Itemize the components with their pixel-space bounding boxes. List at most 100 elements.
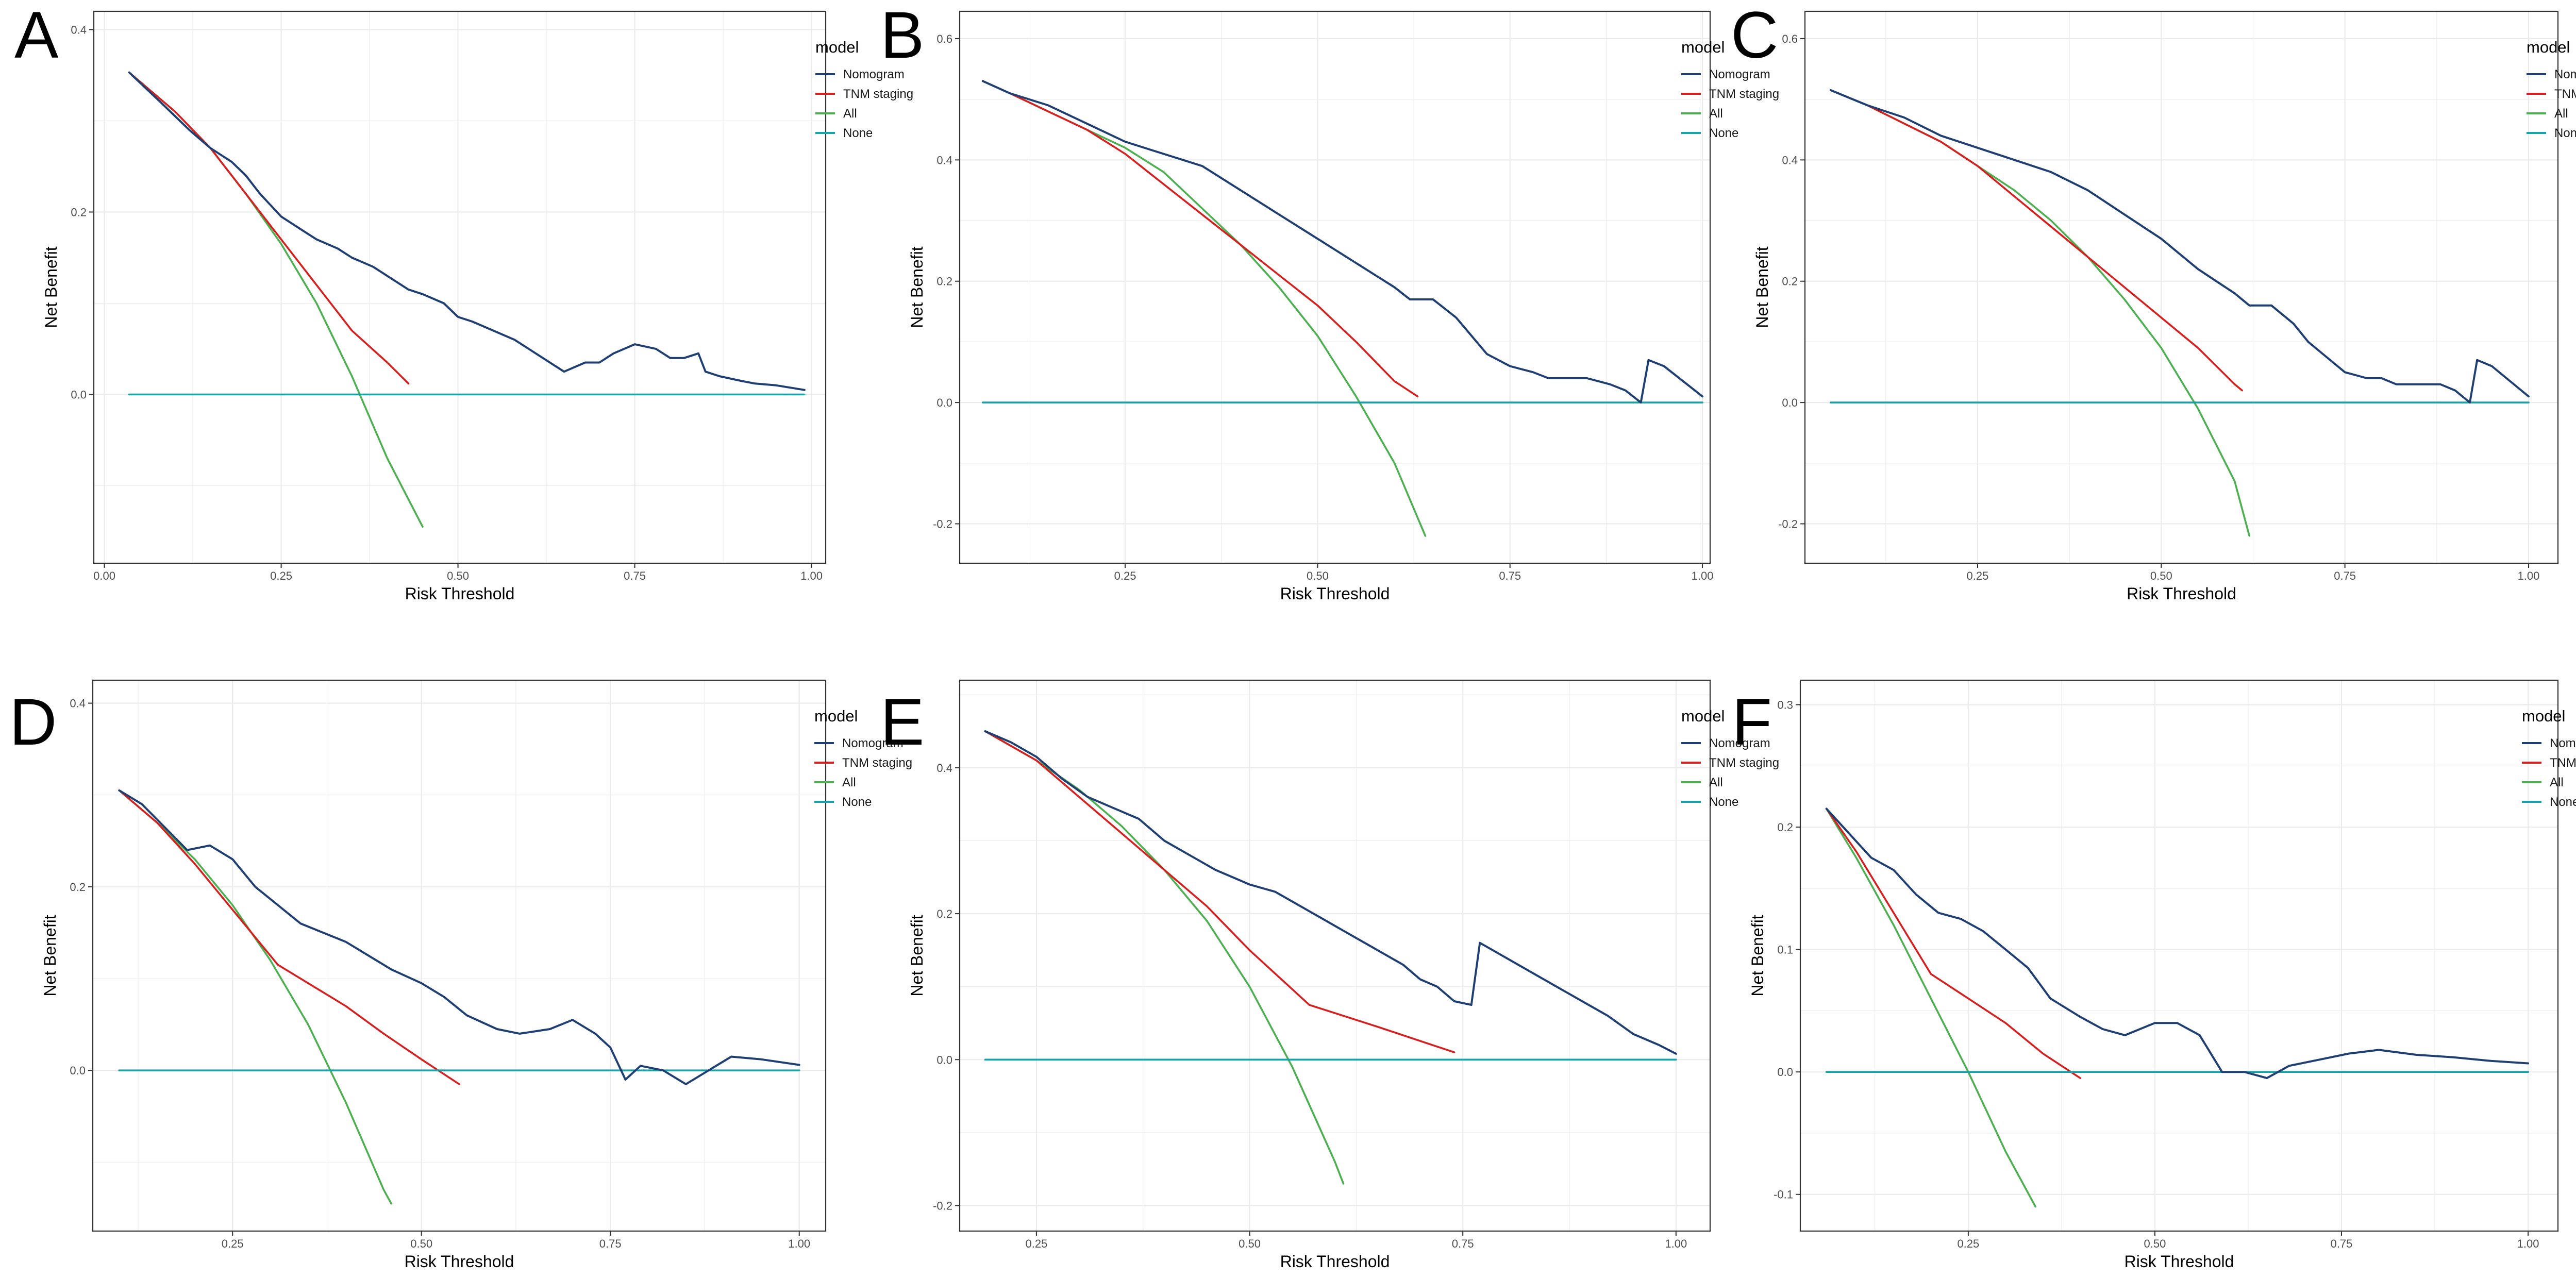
x-axis-title: Risk Threshold: [2125, 1252, 2234, 1271]
series-line-nomogram: [984, 730, 1677, 1055]
x-tick-label: 0.75: [1499, 569, 1521, 582]
legend-label: All: [2554, 107, 2568, 121]
legend-label: TNM staging: [1709, 756, 1779, 770]
legend-label: Nomogram: [843, 68, 905, 81]
legend-label: None: [2550, 795, 2576, 809]
x-tick-label: 0.50: [1307, 569, 1329, 582]
plot-area: [960, 11, 1710, 563]
y-tick-label: -0.2: [933, 1199, 952, 1212]
x-tick-label: 0.00: [93, 569, 115, 582]
x-tick-label: 0.50: [2144, 1237, 2166, 1250]
panel-a: 0.00 0.25 0.50 0.75 1.00 0.0 0.2 0.4 Risk Thresh…: [14, 0, 913, 603]
plot-frame: [959, 679, 1711, 1232]
y-tick-label: 0.2: [1777, 821, 1793, 834]
x-tick-label: 0.75: [599, 1237, 622, 1250]
plot-frame: [92, 679, 827, 1232]
x-tick-label: 0.50: [2150, 569, 2172, 582]
y-tick-label: 0.4: [936, 154, 952, 166]
series-line-all: [118, 789, 392, 1205]
legend-label: None: [1709, 795, 1738, 809]
panel-d: 0.25 0.50 0.75 1.00 0.0 0.2 0.4 Risk Threshold N…: [9, 679, 912, 1271]
legend-label: All: [1709, 776, 1723, 789]
y-tick-label: 0.2: [70, 881, 86, 894]
x-tick-label: 0.25: [1957, 1237, 1979, 1250]
legend-label: None: [1709, 126, 1738, 140]
y-axis-title: Net Benefit: [908, 246, 926, 328]
panel-letter: C: [1731, 0, 1778, 72]
y-tick-label: 0.0: [936, 1053, 952, 1066]
legend-label: Nomogram: [842, 736, 904, 750]
legend: model Nomogram TNM staging All None: [1681, 707, 1779, 809]
plot-area: [93, 680, 826, 1231]
legend: model Nomogram TNM staging All None: [814, 707, 912, 809]
y-tick-label: -0.2: [1778, 518, 1798, 531]
panel-c: 0.25 0.50 0.75 1.00 -0.2 0.0 0.2 0.4 0.6 Risk Thr…: [1731, 0, 2576, 603]
y-tick-label: 0.4: [936, 762, 952, 775]
series-line-nomogram: [118, 789, 800, 1085]
series-line-tnm-staging: [982, 80, 1419, 398]
legend-label: TNM staging: [842, 756, 912, 770]
x-tick-label: 1.00: [800, 569, 823, 582]
x-axis-title: Risk Threshold: [405, 1252, 514, 1271]
legend-label: TNM staging: [2550, 756, 2576, 770]
y-tick-label: 0.0: [1782, 396, 1798, 409]
legend: model Nomogram TNM staging All None: [815, 38, 913, 140]
y-tick-label: 0.3: [1777, 699, 1793, 712]
legend-label: TNM staging: [2554, 87, 2576, 101]
series-line-nomogram: [128, 71, 806, 391]
x-tick-label: 0.50: [1239, 1237, 1261, 1250]
plot-frame: [93, 10, 827, 564]
gridlines: [93, 680, 826, 1231]
legend-title: model: [815, 38, 859, 56]
y-tick-label: 0.0: [71, 389, 87, 401]
y-tick-label: 0.0: [1777, 1066, 1793, 1079]
x-axis-title: Risk Threshold: [405, 584, 515, 603]
panel-b: 0.25 0.50 0.75 1.00 -0.2 0.0 0.2 0.4 0.6 Risk Thr…: [880, 0, 1779, 603]
y-tick-label: 0.2: [936, 907, 952, 920]
y-tick-label: 0.6: [1782, 32, 1798, 45]
x-axis-title: Risk Threshold: [1280, 1252, 1390, 1271]
legend-label: TNM staging: [1709, 87, 1779, 101]
x-axis-title: Risk Threshold: [1280, 584, 1390, 603]
legend-title: model: [2522, 707, 2565, 725]
x-axis-title: Risk Threshold: [2127, 584, 2236, 603]
y-tick-label: 0.0: [70, 1064, 86, 1077]
x-tick-label: 0.75: [2331, 1237, 2353, 1250]
series-line-tnm-staging: [1830, 89, 2243, 392]
series-line-nomogram: [1829, 89, 2530, 404]
y-tick-label: 0.4: [71, 23, 87, 36]
y-tick-label: 0.1: [1777, 944, 1793, 956]
y-axis-title: Net Benefit: [1753, 246, 1771, 328]
legend-label: Nomogram: [2554, 68, 2576, 81]
legend-label: All: [1709, 107, 1723, 121]
plot-area: [1805, 11, 2558, 563]
x-tick-label: 0.75: [2334, 569, 2356, 582]
x-tick-label: 0.50: [447, 569, 469, 582]
legend: model Nomogram TNM staging All None: [2527, 38, 2576, 140]
x-tick-label: 1.00: [788, 1237, 810, 1250]
series-line-nomogram: [1825, 807, 2530, 1080]
y-tick-label: 0.4: [70, 697, 86, 710]
x-tick-label: 0.25: [1114, 569, 1136, 582]
y-tick-label: 0.2: [1782, 275, 1798, 288]
y-tick-label: 0.4: [1782, 154, 1798, 166]
legend-label: None: [842, 795, 872, 809]
series-line-tnm-staging: [984, 730, 1456, 1053]
legend-label: None: [843, 126, 873, 140]
legend-label: Nomogram: [1709, 736, 1770, 750]
plot-frame: [959, 10, 1711, 564]
legend-title: model: [1681, 707, 1725, 725]
legend-title: model: [1681, 38, 1725, 56]
x-tick-label: 0.75: [1452, 1237, 1474, 1250]
x-tick-label: 0.50: [410, 1237, 432, 1250]
panel-letter: A: [14, 0, 59, 72]
plot-frame: [1804, 10, 2559, 564]
y-axis-title: Net Benefit: [42, 246, 60, 328]
legend: model Nomogram TNM staging All None: [1681, 38, 1779, 140]
plot-area: [94, 11, 826, 563]
panel-letter: E: [880, 685, 924, 759]
x-tick-label: 0.25: [270, 569, 292, 582]
legend-title: model: [814, 707, 858, 725]
y-tick-label: -0.2: [933, 518, 952, 531]
